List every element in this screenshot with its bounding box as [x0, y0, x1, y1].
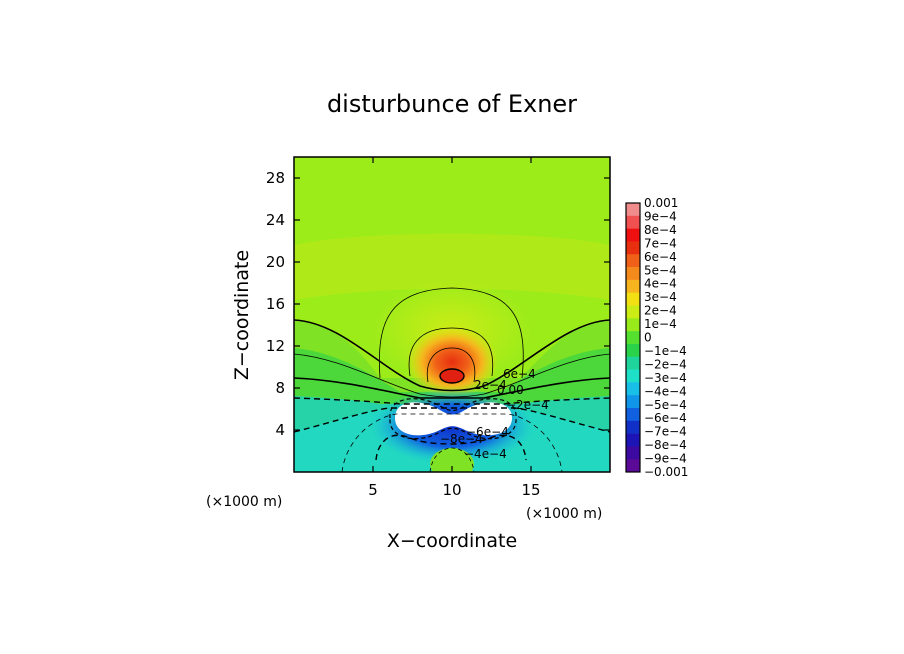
- colorbar-swatch: [626, 279, 640, 293]
- contour-zero: [294, 377, 610, 399]
- colorbar-label: −8e−4: [644, 438, 687, 452]
- colorbar-label: 8e−4: [644, 223, 677, 237]
- colorbar-label: 1e−4: [644, 317, 677, 331]
- colorbar-swatch: [626, 459, 640, 473]
- x-axis-unit-right: (×1000 m): [526, 506, 602, 522]
- colorbar-swatch: [626, 305, 640, 319]
- colorbar-label: −4e−4: [644, 384, 687, 398]
- colorbar-swatch: [626, 215, 640, 229]
- contour-labels: 6e−4 2e−4 0.00 −2e−4 −6e−4 −8e−4 −4e−4: [440, 367, 549, 461]
- heatmap-field: [294, 157, 610, 472]
- contour-neg-1e-4: [294, 397, 610, 405]
- contour-label: 0.00: [497, 383, 524, 397]
- colorbar-label: −1e−4: [644, 344, 687, 358]
- contour-label: 6e−4: [503, 367, 536, 381]
- colorbar-label: 6e−4: [644, 250, 677, 264]
- y-tick-label: 28: [266, 169, 285, 187]
- y-tick-label: 20: [266, 253, 285, 271]
- y-tick-label: 4: [275, 421, 285, 439]
- colorbar-label: 0.001: [644, 196, 678, 210]
- negative-hole: [395, 402, 512, 436]
- colorbar-swatch: [626, 228, 640, 242]
- colorbar-label: 0: [644, 331, 652, 345]
- contour-label: −4e−4: [464, 447, 507, 461]
- colorbar-label: −2e−4: [644, 357, 687, 371]
- y-tick-label: 12: [266, 337, 285, 355]
- field-band-upper: [294, 233, 610, 300]
- colorbar-swatch: [626, 267, 640, 281]
- x-axis-unit-left: (×1000 m): [206, 494, 282, 510]
- x-axis: 5 10 15: [368, 157, 541, 499]
- colorbar-label: 5e−4: [644, 263, 677, 277]
- colorbar-label: 4e−4: [644, 277, 677, 291]
- colorbar-swatch: [626, 356, 640, 370]
- colorbar-swatch: [626, 343, 640, 358]
- y-tick-label: 24: [266, 211, 285, 229]
- colorbar-swatch: [626, 433, 640, 447]
- y-tick-label: 8: [275, 379, 285, 397]
- colorbar-swatch: [626, 395, 640, 409]
- colorbar-label: −9e−4: [644, 452, 687, 466]
- colorbar-label: 3e−4: [644, 290, 677, 304]
- colorbar-label: −0.001: [644, 465, 688, 479]
- x-tick-label: 10: [442, 481, 461, 499]
- colorbar-swatch: [626, 407, 640, 422]
- colorbar-label: 9e−4: [644, 209, 677, 223]
- colorbar-swatch: [626, 318, 640, 332]
- y-tick-label: 16: [266, 295, 285, 313]
- y-axis-label: Z−coordinate: [231, 250, 253, 380]
- colorbar: 0.0019e−48e−47e−46e−45e−44e−43e−42e−41e−…: [625, 196, 688, 479]
- contour-1e-4: [294, 319, 610, 392]
- colorbar-swatch: [626, 446, 640, 460]
- colorbar-swatch: [626, 241, 640, 255]
- colorbar-label: −7e−4: [644, 425, 687, 439]
- contour-7e-4: [439, 368, 465, 384]
- colorbar-swatch: [626, 203, 640, 217]
- colorbar-label: −6e−4: [644, 411, 687, 425]
- contour-label: 2e−4: [474, 378, 507, 392]
- positive-peak: [440, 369, 464, 383]
- contour-label: −6e−4: [466, 425, 509, 439]
- contour-neg-4e-4: [375, 434, 527, 461]
- colorbar-frame: [625, 202, 641, 473]
- contour-2e-4: [379, 287, 524, 379]
- contour-neg-2e-4: [294, 407, 610, 433]
- contour-1e-4-inner: [294, 353, 610, 398]
- colorbar-label: 2e−4: [644, 304, 677, 318]
- contour-lower-lobe: [429, 447, 475, 472]
- colorbar-swatch: [626, 254, 640, 268]
- colorbar-swatch: [626, 382, 640, 396]
- colorbar-swatch: [626, 369, 640, 383]
- colorbar-swatch: [626, 331, 640, 345]
- colorbar-swatch: [626, 420, 640, 434]
- x-axis-label: X−coordinate: [387, 530, 517, 552]
- colorbar-label: 7e−4: [644, 236, 677, 250]
- contour-neg-3e-4: [341, 413, 563, 472]
- colorbar-label: −3e−4: [644, 371, 687, 385]
- x-tick-label: 15: [521, 481, 540, 499]
- colorbar-swatch: [626, 292, 640, 306]
- contour-label: −8e−4: [440, 432, 483, 446]
- contour-5e-4: [426, 347, 476, 383]
- x-tick-label: 5: [368, 481, 378, 499]
- y-axis: 4 8 12 16 20 24 28: [266, 169, 610, 439]
- contour-3e-4: [408, 327, 494, 377]
- lower-lobe: [430, 448, 474, 472]
- contour-label: −2e−4: [506, 398, 549, 412]
- colorbar-label: −5e−4: [644, 398, 687, 412]
- chart-title: disturbunce of Exner: [327, 90, 577, 118]
- positive-core: [406, 326, 498, 398]
